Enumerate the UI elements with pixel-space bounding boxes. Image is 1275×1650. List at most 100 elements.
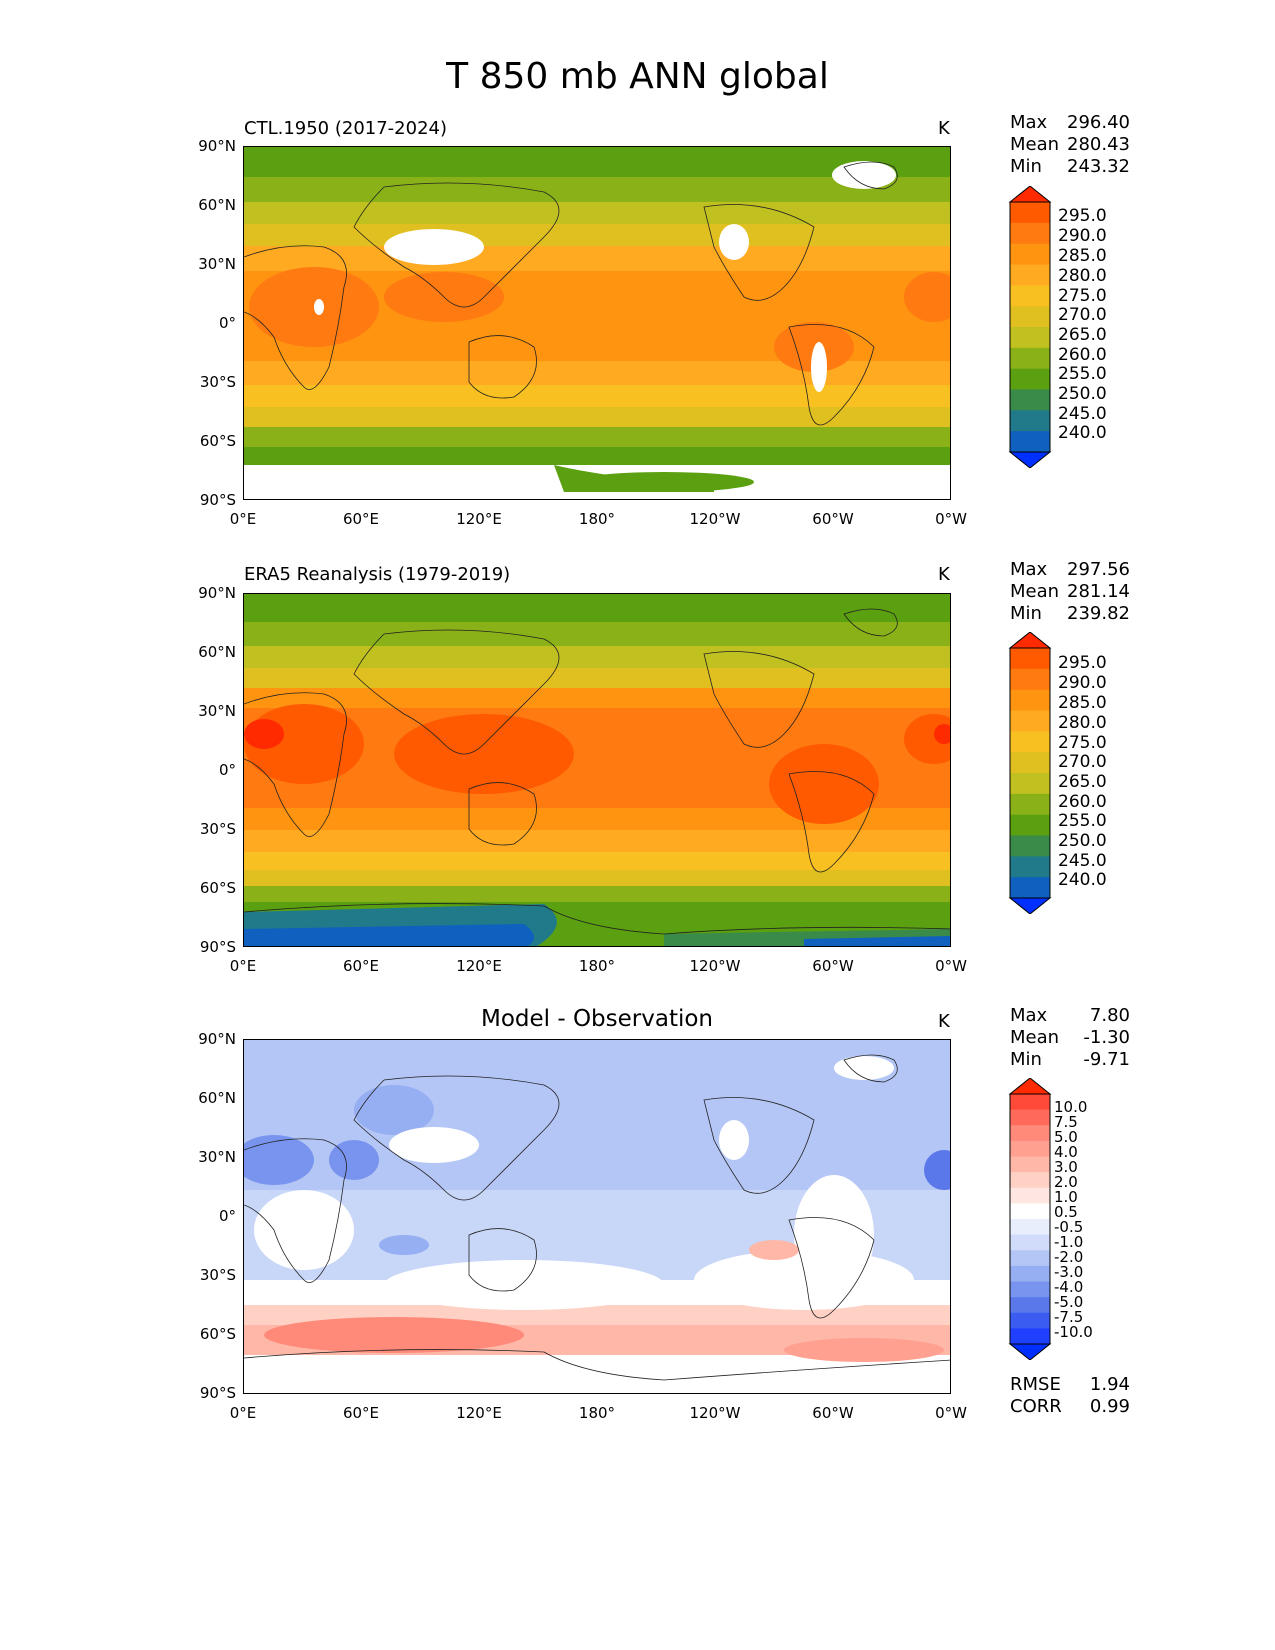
colorbar-swatch <box>1010 306 1050 328</box>
panel-3-lon-label: 180° <box>578 1404 616 1422</box>
colorbar-swatch <box>1010 1172 1050 1189</box>
colorbar-tick-label: 275.0 <box>1058 733 1107 753</box>
panel-3-difference-field <box>244 1040 950 1393</box>
colorbar-tick-label: 280.0 <box>1058 266 1107 286</box>
colorbar-tick-label: 255.0 <box>1058 364 1107 384</box>
panel-1-lat-label: 30°N <box>198 255 236 273</box>
panel-2-lat-label: 30°S <box>199 820 236 838</box>
stat-label: Min <box>1010 1049 1042 1070</box>
colorbar-tick-label: 255.0 <box>1058 811 1107 831</box>
panel-2-lon-label: 120°E <box>456 957 502 975</box>
colorbar-swatch <box>1010 431 1050 453</box>
colorbar-swatch <box>1010 1156 1050 1173</box>
panel-2-map <box>243 593 951 947</box>
colorbar-swatch <box>1010 1328 1050 1345</box>
panel-2-lon-label: 60°W <box>812 957 854 975</box>
panel-3-colorbar-swatches <box>1008 1078 1052 1360</box>
colorbar-swatch <box>1010 773 1050 795</box>
panel-1-lat-label: 90°S <box>199 491 236 509</box>
colorbar-extend-min <box>1008 1343 1052 1360</box>
stat-label: Mean <box>1010 581 1060 602</box>
panel-3-title: Model - Observation <box>480 1006 714 1032</box>
panel-1-lon-label: 60°W <box>812 510 854 528</box>
stat-label: Min <box>1010 156 1042 177</box>
panel-2-lon-label: 0°W <box>935 957 967 975</box>
panel-2-lon-label: 120°W <box>689 957 741 975</box>
colorbar-swatch <box>1010 689 1050 711</box>
stat-value: 7.80 <box>1089 1005 1130 1026</box>
panel-3-lat-label: 60°N <box>198 1089 236 1107</box>
metric-value: 1.94 <box>1089 1374 1130 1395</box>
colorbar-tick-label: 265.0 <box>1058 772 1107 792</box>
colorbar-tick-label: 275.0 <box>1058 286 1107 306</box>
colorbar-tick-label: -1.0 <box>1054 1233 1084 1251</box>
panel-2-lon-label: 180° <box>578 957 616 975</box>
colorbar-extend-max <box>1008 1078 1052 1095</box>
panel-1-title: CTL.1950 (2017-2024) <box>244 118 448 139</box>
colorbar-tick-label: 290.0 <box>1058 673 1107 693</box>
stat-label: Max <box>1010 559 1048 580</box>
panel-1-lat-label: 0° <box>218 314 236 332</box>
colorbar-swatch <box>1010 1125 1050 1142</box>
panel-1-lon-label: 0°W <box>935 510 967 528</box>
panel-1-colorbar <box>1008 186 1052 468</box>
colorbar-tick-label: 245.0 <box>1058 851 1107 871</box>
colorbar-swatch <box>1010 710 1050 732</box>
colorbar-tick-label: 245.0 <box>1058 404 1107 424</box>
panel-1-colorbar-swatches <box>1008 186 1052 468</box>
colorbar-tick-label: -5.0 <box>1054 1293 1084 1311</box>
colorbar-swatch <box>1010 285 1050 307</box>
colorbar-tick-label: 260.0 <box>1058 345 1107 365</box>
colorbar-tick-label: 250.0 <box>1058 384 1107 404</box>
panel-1-lon-label: 180° <box>578 510 616 528</box>
panel-1-lon-label: 0°E <box>229 510 257 528</box>
colorbar-tick-label: 240.0 <box>1058 870 1107 890</box>
colorbar-swatch <box>1010 410 1050 432</box>
panel-2-stats: Max 297.56 Mean 281.14 Min 239.82 <box>1010 559 1130 625</box>
panel-1-lat-label: 30°S <box>199 373 236 391</box>
panel-2-colorbar <box>1008 632 1052 914</box>
panel-3-lon-label: 120°W <box>689 1404 741 1422</box>
colorbar-swatch <box>1010 1312 1050 1329</box>
panel-3-stats: Max 7.80 Mean -1.30 Min -9.71 <box>1010 1005 1130 1071</box>
panel-1-lat-label: 60°N <box>198 196 236 214</box>
colorbar-swatch <box>1010 648 1050 670</box>
stat-value: 296.40 <box>1067 112 1130 133</box>
stat-value: 297.56 <box>1067 559 1130 580</box>
panel-3-units: K <box>938 1011 950 1032</box>
panel-3-lat-label: 90°S <box>199 1384 236 1402</box>
colorbar-extend-max <box>1008 632 1052 649</box>
metric-label: RMSE <box>1010 1374 1061 1395</box>
colorbar-swatch <box>1010 1140 1050 1157</box>
panel-3-lon-label: 120°E <box>456 1404 502 1422</box>
colorbar-swatch <box>1010 222 1050 245</box>
colorbar-swatch <box>1010 368 1050 390</box>
stat-label: Min <box>1010 603 1042 624</box>
panel-2-colorbar-swatches <box>1008 632 1052 914</box>
colorbar-tick-label: 250.0 <box>1058 831 1107 851</box>
panel-3-lat-label: 30°S <box>199 1266 236 1284</box>
colorbar-tick-label: 7.5 <box>1054 1113 1078 1131</box>
panel-2-lat-label: 30°N <box>198 702 236 720</box>
panel-3-lat-label: 30°N <box>198 1148 236 1166</box>
panel-1-lat-label: 60°S <box>199 432 236 450</box>
stat-value: 243.32 <box>1067 156 1130 177</box>
panel-1-lon-label: 120°E <box>456 510 502 528</box>
colorbar-tick-label: 3.0 <box>1054 1158 1078 1176</box>
stat-label: Max <box>1010 1005 1048 1026</box>
colorbar-swatch <box>1010 1281 1050 1298</box>
colorbar-swatch <box>1010 731 1050 753</box>
colorbar-tick-label: -2.0 <box>1054 1248 1084 1266</box>
colorbar-tick-label: 1.0 <box>1054 1188 1078 1206</box>
panel-3-lon-label: 0°E <box>229 1404 257 1422</box>
colorbar-tick-label: 260.0 <box>1058 792 1107 812</box>
panel-2-units: K <box>938 564 950 585</box>
stat-value: 239.82 <box>1067 603 1130 624</box>
colorbar-swatch <box>1010 202 1050 224</box>
stat-value: 281.14 <box>1067 581 1130 602</box>
colorbar-extend-min <box>1008 451 1052 468</box>
colorbar-tick-label: 270.0 <box>1058 752 1107 772</box>
colorbar-tick-label: -3.0 <box>1054 1263 1084 1281</box>
colorbar-frame <box>1009 201 1051 453</box>
colorbar-swatch <box>1010 243 1050 265</box>
